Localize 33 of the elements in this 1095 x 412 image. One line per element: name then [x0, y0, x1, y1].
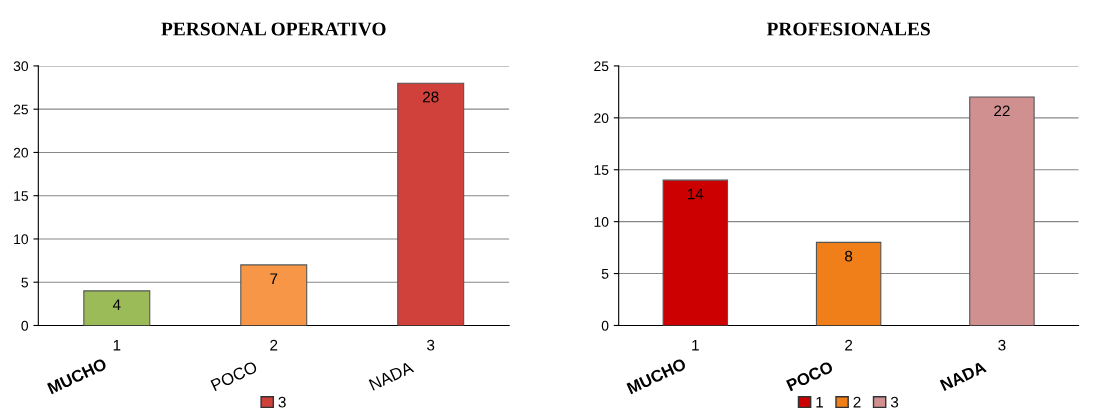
data-label: 28: [422, 91, 439, 103]
legend-label: 1: [816, 396, 824, 408]
x-tick-label: 2: [270, 339, 278, 351]
x-tick-label: 2: [845, 339, 853, 351]
chart-title: PERSONAL OPERATIVO: [161, 22, 386, 36]
y-tick-label: 30: [13, 61, 29, 72]
data-label: 7: [270, 273, 278, 284]
y-tick-label: 25: [594, 61, 609, 72]
y-tick-label: 0: [21, 320, 29, 331]
y-tick-label: 10: [594, 216, 609, 227]
text: NADA: [368, 361, 415, 391]
data-label: 14: [687, 188, 704, 200]
y-tick-label: 25: [13, 104, 29, 115]
y-tick-label: 0: [601, 320, 609, 331]
x-tick-label: 3: [427, 339, 435, 351]
y-tick-label: 20: [13, 147, 29, 158]
y-tick-label: 20: [594, 113, 609, 123]
x-tick-label: 3: [998, 339, 1006, 351]
data-label: 8: [845, 250, 853, 262]
y-tick-label: 15: [14, 191, 29, 201]
data-label: 22: [994, 105, 1010, 117]
x-tick-label: 1: [692, 339, 699, 351]
text: NADA: [939, 360, 987, 391]
chart-title: PROFESIONALES: [766, 22, 930, 36]
x-tick-label: 1: [113, 339, 121, 351]
legend-label: 3: [278, 396, 286, 408]
data-label: 4: [112, 299, 121, 310]
y-tick-label: 10: [14, 234, 29, 245]
y-tick-label: 5: [601, 269, 609, 279]
y-tick-label: 5: [21, 277, 29, 288]
legend-label: 3: [890, 396, 899, 408]
legend-label: 2: [853, 396, 861, 408]
y-tick-label: 15: [594, 165, 609, 175]
